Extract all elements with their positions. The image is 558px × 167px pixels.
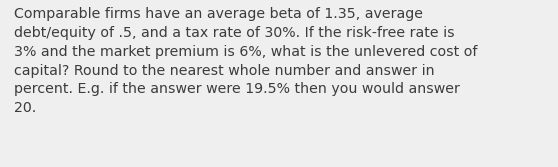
Text: Comparable firms have an average beta of 1.35, average
debt/equity of .5, and a : Comparable firms have an average beta of… xyxy=(14,7,477,115)
